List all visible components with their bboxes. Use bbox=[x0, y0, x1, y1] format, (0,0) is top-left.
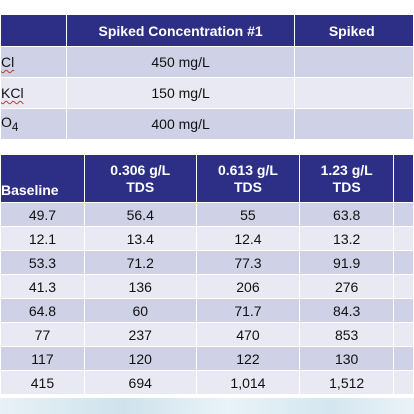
table-row: 64.8 60 71.7 84.3 bbox=[0, 298, 414, 323]
cell-0306: 56.4 bbox=[83, 202, 197, 227]
header-spiked-concentration-2: Spiked bbox=[293, 14, 414, 47]
table-row: 12.1 13.4 12.4 13.2 bbox=[0, 226, 414, 251]
compound-name: O bbox=[1, 114, 12, 131]
table-header-row: Spiked Concentration #1 Spiked bbox=[0, 14, 414, 47]
header-0306-tds: 0.306 g/L TDS bbox=[83, 154, 197, 203]
header-cut-off bbox=[393, 154, 414, 203]
cell-123: 84.3 bbox=[299, 298, 395, 323]
cell-0306: 13.4 bbox=[83, 226, 197, 251]
cell-baseline: 49.7 bbox=[0, 202, 85, 227]
table-row: 117 120 122 130 bbox=[0, 346, 414, 371]
cell-0613: 55 bbox=[195, 202, 301, 227]
cell-0306: 120 bbox=[83, 346, 197, 371]
cell-123: 63.8 bbox=[299, 202, 395, 227]
compound-subscript: 4 bbox=[11, 120, 19, 134]
cell-baseline: 53.3 bbox=[0, 250, 85, 275]
cell-0613: 71.7 bbox=[195, 298, 301, 323]
concentration-value-2 bbox=[293, 77, 414, 109]
header-line: 0.613 g/L bbox=[217, 161, 278, 178]
cell-0613: 77.3 bbox=[195, 250, 301, 275]
cell-cut-off bbox=[393, 346, 414, 371]
cell-123: 130 bbox=[299, 346, 395, 371]
table-row: KCl 150 mg/L bbox=[0, 77, 414, 109]
cell-0613: 122 bbox=[195, 346, 301, 371]
decorative-background-strip bbox=[0, 398, 414, 414]
cell-cut-off bbox=[393, 322, 414, 347]
cell-baseline: 117 bbox=[0, 346, 85, 371]
header-line: TDS bbox=[126, 178, 155, 195]
compound-name: Cl bbox=[1, 54, 15, 70]
cell-cut-off bbox=[393, 202, 414, 227]
cell-baseline: 77 bbox=[0, 322, 85, 347]
header-0613-tds: 0.613 g/L TDS bbox=[195, 154, 301, 203]
cell-cut-off bbox=[393, 274, 414, 299]
tds-results-table: Baseline 0.306 g/L TDS 0.613 g/L TDS 1.23 … bbox=[0, 154, 414, 395]
cell-0613: 12.4 bbox=[195, 226, 301, 251]
cell-0306: 136 bbox=[83, 274, 197, 299]
table-row: 77 237 470 853 bbox=[0, 322, 414, 347]
compound-name: KCl bbox=[1, 85, 24, 101]
table-header-row: Baseline 0.306 g/L TDS 0.613 g/L TDS 1.23 … bbox=[0, 154, 414, 203]
concentration-value: 400 mg/L bbox=[66, 108, 295, 140]
header-line: 1.23 g/L bbox=[320, 161, 373, 178]
compound-label: KCl bbox=[0, 77, 68, 109]
concentration-value-2 bbox=[293, 108, 414, 140]
cell-baseline: 41.3 bbox=[0, 274, 85, 299]
concentration-value: 150 mg/L bbox=[66, 77, 295, 109]
spiked-concentration-table: Spiked Concentration #1 Spiked Cl 450 mg… bbox=[0, 14, 414, 140]
header-123-tds: 1.23 g/L TDS bbox=[299, 154, 395, 203]
cell-cut-off bbox=[393, 226, 414, 251]
cell-baseline: 415 bbox=[0, 370, 85, 395]
cell-0306: 60 bbox=[83, 298, 197, 323]
cell-123: 853 bbox=[299, 322, 395, 347]
header-line: TDS bbox=[332, 178, 361, 195]
cell-0306: 71.2 bbox=[83, 250, 197, 275]
concentration-value-2 bbox=[293, 46, 414, 78]
cell-cut-off bbox=[393, 298, 414, 323]
cell-cut-off bbox=[393, 370, 414, 395]
table-row: 415 694 1,014 1,512 bbox=[0, 370, 414, 395]
cell-123: 276 bbox=[299, 274, 395, 299]
cell-baseline: 12.1 bbox=[0, 226, 85, 251]
table-row: 53.3 71.2 77.3 91.9 bbox=[0, 250, 414, 275]
header-baseline: Baseline bbox=[0, 154, 85, 203]
cell-cut-off bbox=[393, 250, 414, 275]
cell-0613: 470 bbox=[195, 322, 301, 347]
cell-0306: 237 bbox=[83, 322, 197, 347]
cell-123: 91.9 bbox=[299, 250, 395, 275]
cell-0613: 206 bbox=[195, 274, 301, 299]
compound-label: Cl bbox=[0, 46, 68, 78]
cell-baseline: 64.8 bbox=[0, 298, 85, 323]
table-row: O4 400 mg/L bbox=[0, 108, 414, 140]
cell-123: 1,512 bbox=[299, 370, 395, 395]
cell-0613: 1,014 bbox=[195, 370, 301, 395]
cell-123: 13.2 bbox=[299, 226, 395, 251]
header-spiked-concentration-1: Spiked Concentration #1 bbox=[66, 14, 295, 47]
table-row: 49.7 56.4 55 63.8 bbox=[0, 202, 414, 227]
table-row: Cl 450 mg/L bbox=[0, 46, 414, 78]
header-line: 0.306 g/L bbox=[110, 161, 171, 178]
table-row: 41.3 136 206 276 bbox=[0, 274, 414, 299]
header-line: TDS bbox=[233, 178, 262, 195]
header-cell-blank bbox=[0, 14, 68, 47]
compound-label: O4 bbox=[0, 108, 68, 140]
concentration-value: 450 mg/L bbox=[66, 46, 295, 78]
cell-0306: 694 bbox=[83, 370, 197, 395]
